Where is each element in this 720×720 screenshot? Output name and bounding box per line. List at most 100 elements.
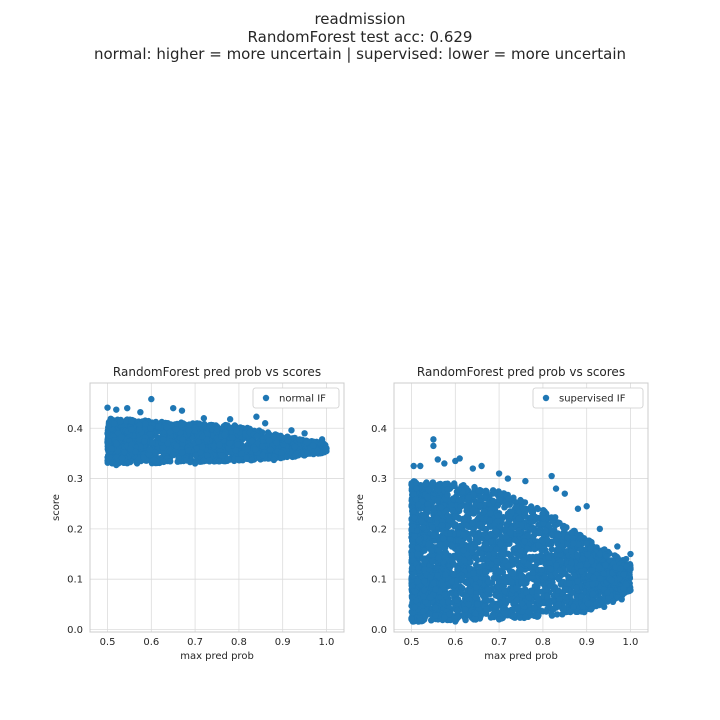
scatter-point <box>440 582 447 589</box>
scatter-point <box>147 424 154 432</box>
scatter-point <box>596 550 604 558</box>
scatter-point <box>502 578 510 585</box>
scatter-point <box>449 482 456 490</box>
scatter-point <box>541 573 549 581</box>
scatter-point <box>501 545 508 553</box>
scatter-point <box>516 614 524 621</box>
scatter-point <box>160 436 167 443</box>
scatter-point <box>602 561 609 569</box>
scatter-point <box>408 526 415 533</box>
scatter-point <box>547 583 554 590</box>
scatter-point <box>460 557 468 564</box>
scatter-point <box>248 437 256 445</box>
scatter-point <box>420 593 427 600</box>
scatter-point <box>414 550 421 558</box>
scatter-point <box>259 443 266 450</box>
outlier-point-13 <box>548 472 555 480</box>
scatter-point <box>446 530 453 537</box>
scatter-point <box>482 568 489 575</box>
scatter-point <box>617 565 624 572</box>
scatter-points <box>104 395 330 469</box>
scatter-point <box>506 513 513 520</box>
scatter-point <box>528 503 535 510</box>
scatter-point <box>569 540 577 547</box>
scatter-point <box>152 449 159 456</box>
scatter-point <box>425 486 432 494</box>
scatter-point <box>439 598 446 606</box>
scatter-point <box>487 538 494 545</box>
y-tick-label-4: 0.4 <box>67 424 83 435</box>
scatter-point <box>517 496 524 504</box>
scatter-point <box>497 540 504 548</box>
scatter-point <box>465 494 472 501</box>
scatter-point <box>173 442 180 450</box>
scatter-point <box>136 421 144 429</box>
scatter-point <box>430 505 437 513</box>
scatter-point <box>233 427 240 434</box>
scatter-point <box>408 480 415 487</box>
scatter-point <box>178 449 186 456</box>
scatter-point <box>544 593 551 600</box>
scatter-point <box>506 529 514 536</box>
scatter-point <box>132 448 139 455</box>
scatter-point <box>435 554 442 562</box>
scatter-point <box>518 600 526 607</box>
scatter-point <box>550 606 557 613</box>
scatter-point <box>155 423 162 430</box>
scatter-point <box>574 608 581 615</box>
scatter-point <box>441 614 448 621</box>
scatter-point <box>227 424 234 431</box>
scatter-point <box>533 579 541 586</box>
outlier-point-0 <box>148 395 155 403</box>
scatter-point <box>411 514 418 522</box>
scatter-point <box>448 578 455 585</box>
scatter-point <box>508 556 515 563</box>
scatter-point <box>583 540 590 547</box>
scatter-point <box>445 522 452 530</box>
scatter-point <box>531 604 538 611</box>
scatter-point <box>604 589 611 596</box>
scatter-point <box>560 605 567 613</box>
scatter-point <box>118 433 125 441</box>
scatter-point <box>504 562 511 569</box>
scatter-point <box>163 423 171 431</box>
scatter-point <box>465 600 472 608</box>
scatter-point <box>547 565 554 573</box>
scatter-point <box>413 485 420 492</box>
scatter-point <box>409 609 417 616</box>
scatter-point <box>517 566 525 574</box>
scatter-point <box>426 562 434 570</box>
figure-title-line-2: RandomForest test acc: 0.629 <box>247 27 473 46</box>
scatter-point <box>478 550 485 558</box>
scatter-point <box>430 532 437 539</box>
scatter-point <box>454 548 461 555</box>
outlier-point-28 <box>587 606 595 613</box>
scatter-point <box>216 441 223 449</box>
scatter-point <box>515 527 522 534</box>
scatter-point <box>238 450 245 457</box>
scatter-point <box>509 570 517 577</box>
scatter-point <box>291 443 299 450</box>
scatter-point <box>578 568 585 575</box>
scatter-point <box>467 588 474 595</box>
outlier-point-4 <box>410 462 417 470</box>
scatter-point <box>487 510 494 517</box>
scatter-point <box>410 508 417 515</box>
outlier-point-3 <box>417 462 424 470</box>
legend-label: normal IF <box>279 394 326 405</box>
scatter-point <box>520 505 528 513</box>
scatter-point <box>178 421 185 429</box>
scatter-point <box>463 579 471 587</box>
scatter-point <box>108 445 115 452</box>
scatter-point <box>435 481 442 489</box>
scatter-point <box>410 491 417 498</box>
scatter-point <box>447 535 454 543</box>
scatter-point <box>473 584 480 591</box>
scatter-point <box>612 564 619 571</box>
plot-frame <box>89 382 345 633</box>
scatter-point <box>415 564 422 572</box>
scatter-point <box>460 547 467 554</box>
scatter-point <box>419 608 427 615</box>
scatter-point <box>481 508 488 515</box>
